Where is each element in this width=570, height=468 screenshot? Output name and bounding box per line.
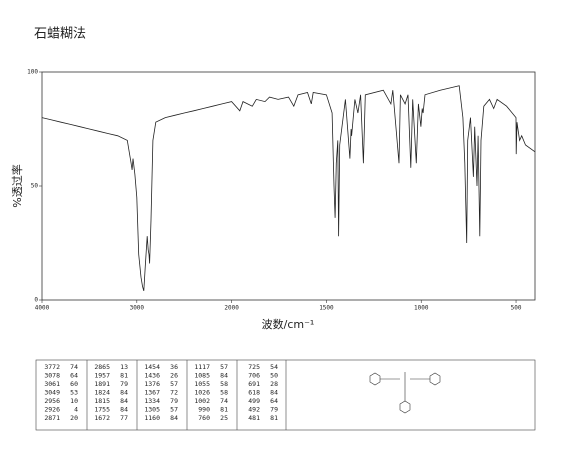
- y-tick-label: 50: [31, 183, 39, 190]
- peak-wavenumber: 1755: [94, 406, 110, 414]
- x-tick-label: 4000: [35, 305, 50, 312]
- x-tick-label: 2000: [224, 305, 239, 312]
- peak-wavenumber: 499: [248, 397, 260, 405]
- peak-transmittance: 26: [170, 372, 178, 380]
- peak-transmittance: 57: [170, 380, 178, 388]
- peak-transmittance: 72: [170, 389, 178, 397]
- peak-transmittance: 64: [270, 397, 278, 405]
- peak-transmittance: 64: [70, 372, 78, 380]
- peak-transmittance: 57: [170, 406, 178, 414]
- x-tick-label: 500: [511, 305, 522, 312]
- peak-wavenumber: 3061: [44, 380, 60, 388]
- peak-wavenumber: 3772: [44, 363, 60, 371]
- peak-wavenumber: 3078: [44, 372, 60, 380]
- peak-transmittance: 84: [170, 414, 178, 422]
- peak-wavenumber: 1957: [94, 372, 110, 380]
- peak-transmittance: 25: [220, 414, 228, 422]
- peak-wavenumber: 1334: [144, 397, 160, 405]
- chart-title: 石蜡糊法: [34, 26, 86, 42]
- peak-wavenumber: 990: [198, 406, 210, 414]
- peak-wavenumber: 706: [248, 372, 260, 380]
- spectrum-line: [41, 85, 536, 292]
- peak-transmittance: 10: [70, 397, 78, 405]
- peak-transmittance: 58: [220, 380, 228, 388]
- peak-wavenumber: 1160: [144, 414, 160, 422]
- peak-transmittance: 13: [120, 363, 128, 371]
- peak-transmittance: 84: [120, 406, 128, 414]
- peak-transmittance: 36: [170, 363, 178, 371]
- peak-transmittance: 60: [70, 380, 78, 388]
- peak-wavenumber: 3049: [44, 389, 60, 397]
- peak-transmittance: 58: [220, 389, 228, 397]
- peak-wavenumber: 1085: [194, 372, 210, 380]
- peak-transmittance: 84: [220, 372, 228, 380]
- peak-wavenumber: 1815: [94, 397, 110, 405]
- peak-wavenumber: 1824: [94, 389, 110, 397]
- peak-wavenumber: 1026: [194, 389, 210, 397]
- y-tick-label: 100: [27, 69, 38, 76]
- peak-transmittance: 81: [120, 372, 128, 380]
- peak-transmittance: 28: [270, 380, 278, 388]
- y-axis-label: %透过率: [10, 164, 24, 207]
- plot-frame: [41, 71, 536, 301]
- peak-transmittance: 53: [70, 389, 78, 397]
- peak-wavenumber: 691: [248, 380, 260, 388]
- peak-transmittance: 77: [120, 414, 128, 422]
- peak-wavenumber: 1055: [194, 380, 210, 388]
- peak-transmittance: 74: [70, 363, 78, 371]
- peak-transmittance: 84: [120, 389, 128, 397]
- peak-wavenumber: 1672: [94, 414, 110, 422]
- peak-wavenumber: 1454: [144, 363, 160, 371]
- peak-transmittance: 74: [220, 397, 228, 405]
- peak-transmittance: 81: [270, 414, 278, 422]
- peak-table-frame: [35, 359, 536, 431]
- peak-wavenumber: 760: [198, 414, 210, 422]
- peak-wavenumber: 2865: [94, 363, 110, 371]
- peak-wavenumber: 1367: [144, 389, 160, 397]
- peak-transmittance: 79: [270, 406, 278, 414]
- peak-wavenumber: 1891: [94, 380, 110, 388]
- peak-wavenumber: 1436: [144, 372, 160, 380]
- x-tick-label: 3000: [130, 305, 145, 312]
- peak-wavenumber: 725: [248, 363, 260, 371]
- peak-transmittance: 20: [70, 414, 78, 422]
- y-tick-label: 0: [34, 297, 38, 304]
- peak-transmittance: 54: [270, 363, 278, 371]
- peak-wavenumber: 492: [248, 406, 260, 414]
- peak-wavenumber: 1376: [144, 380, 160, 388]
- peak-transmittance: 57: [220, 363, 228, 371]
- peak-wavenumber: 2926: [44, 406, 60, 414]
- x-axis-label: 波数/cm⁻¹: [262, 318, 315, 331]
- peak-wavenumber: 1117: [194, 363, 210, 371]
- peak-wavenumber: 618: [248, 389, 260, 397]
- peak-wavenumber: 2956: [44, 397, 60, 405]
- peak-transmittance: 84: [120, 397, 128, 405]
- peak-wavenumber: 481: [248, 414, 260, 422]
- peak-transmittance: 79: [120, 380, 128, 388]
- peak-transmittance: 50: [270, 372, 278, 380]
- peak-transmittance: 84: [270, 389, 278, 397]
- peak-transmittance: 81: [220, 406, 228, 414]
- peak-wavenumber: 1305: [144, 406, 160, 414]
- x-tick-label: 1500: [319, 305, 334, 312]
- peak-wavenumber: 2871: [44, 414, 60, 422]
- x-tick-label: 1000: [414, 305, 429, 312]
- peak-transmittance: 4: [74, 406, 78, 414]
- structure: [369, 372, 441, 414]
- peak-transmittance: 79: [170, 397, 178, 405]
- peak-wavenumber: 1002: [194, 397, 210, 405]
